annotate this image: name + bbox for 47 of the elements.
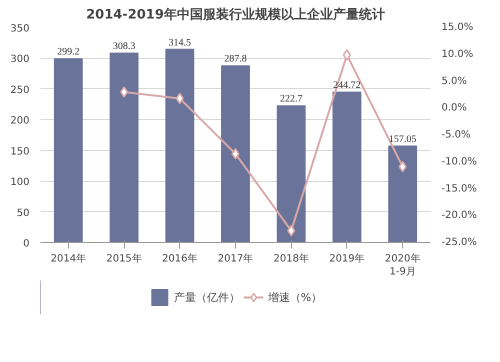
y-tick-label: 350 (10, 24, 30, 34)
y-tick-label: 50 (16, 208, 30, 219)
x-tick-label: 2017年 (218, 252, 254, 264)
y-tick-label: 100 (10, 177, 30, 188)
y2-tick-label: -25.0% (442, 237, 477, 248)
legend-label: 增速（%） (268, 290, 322, 304)
bar (221, 65, 250, 242)
x-tick-label: 2020年 1-9月 (384, 252, 420, 278)
y-tick-label: 0 (23, 238, 30, 250)
y-tick-label: 150 (10, 146, 30, 158)
bar (388, 146, 418, 242)
y2-tick-label: -20.0% (442, 210, 477, 222)
bar (276, 105, 306, 242)
x-tick-label: 2018年 (273, 252, 309, 264)
y-tick-label: 250 (10, 84, 30, 96)
y-tick-label: 300 (10, 54, 30, 66)
y2-tick-label: 0.0% (442, 102, 467, 114)
point (176, 92, 184, 104)
point (398, 160, 407, 172)
y2-tick-label: -10.0% (442, 156, 477, 168)
x-tick-label: 2015年 (106, 252, 142, 264)
data-label: 157.05 (388, 134, 416, 146)
data-label: 299.2 (57, 46, 80, 58)
y2-tick-label: -5.0% (442, 130, 471, 140)
bar (165, 48, 194, 242)
x-tick-label: 2014年 (50, 252, 86, 264)
x-tick-label: 2016年 (162, 252, 198, 264)
y2-tick-label: 10.0% (442, 48, 474, 60)
data-label: 287.8 (224, 54, 247, 65)
x-tick-label: 2019年 (329, 252, 365, 264)
data-label: 314.5 (168, 37, 192, 48)
legend-label: 产量（亿件） (174, 290, 240, 304)
bar (54, 58, 83, 242)
y2-tick-label: 15.0% (442, 22, 474, 33)
point (342, 49, 352, 61)
bar (110, 52, 138, 242)
point (287, 224, 296, 236)
point (231, 148, 240, 160)
data-label: 244.72 (333, 80, 361, 92)
point (120, 86, 128, 98)
y-tick-label: 200 (10, 116, 30, 127)
y2-tick-label: 5.0% (442, 76, 467, 87)
chart-title: 2014-2019年中国服装行业规模以上企业产量统计 (86, 6, 385, 22)
data-label: 308.3 (112, 41, 136, 52)
data-label: 222.7 (280, 94, 302, 105)
y2-tick-label: -15.0% (442, 183, 477, 194)
bar (332, 92, 362, 242)
